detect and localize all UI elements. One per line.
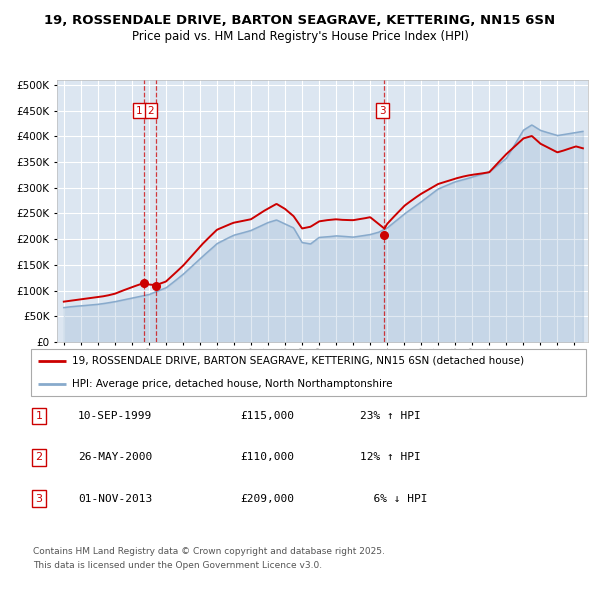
Text: 2: 2 [35,453,43,462]
Text: Price paid vs. HM Land Registry's House Price Index (HPI): Price paid vs. HM Land Registry's House … [131,30,469,43]
Text: 19, ROSSENDALE DRIVE, BARTON SEAGRAVE, KETTERING, NN15 6SN (detached house): 19, ROSSENDALE DRIVE, BARTON SEAGRAVE, K… [72,356,524,366]
Text: £209,000: £209,000 [240,494,294,503]
Text: 19, ROSSENDALE DRIVE, BARTON SEAGRAVE, KETTERING, NN15 6SN: 19, ROSSENDALE DRIVE, BARTON SEAGRAVE, K… [44,14,556,27]
Text: This data is licensed under the Open Government Licence v3.0.: This data is licensed under the Open Gov… [33,560,322,570]
Text: 12% ↑ HPI: 12% ↑ HPI [360,453,421,462]
Text: 1: 1 [136,106,143,116]
Text: 01-NOV-2013: 01-NOV-2013 [78,494,152,503]
Text: HPI: Average price, detached house, North Northamptonshire: HPI: Average price, detached house, Nort… [72,379,392,389]
Text: 26-MAY-2000: 26-MAY-2000 [78,453,152,462]
Text: 3: 3 [35,494,43,503]
FancyBboxPatch shape [31,349,586,396]
Text: Contains HM Land Registry data © Crown copyright and database right 2025.: Contains HM Land Registry data © Crown c… [33,547,385,556]
Text: 1: 1 [35,411,43,421]
Text: 3: 3 [379,106,386,116]
Text: 2: 2 [148,106,154,116]
Text: 6% ↓ HPI: 6% ↓ HPI [360,494,427,503]
Text: 10-SEP-1999: 10-SEP-1999 [78,411,152,421]
Text: 23% ↑ HPI: 23% ↑ HPI [360,411,421,421]
Text: £110,000: £110,000 [240,453,294,462]
Text: £115,000: £115,000 [240,411,294,421]
